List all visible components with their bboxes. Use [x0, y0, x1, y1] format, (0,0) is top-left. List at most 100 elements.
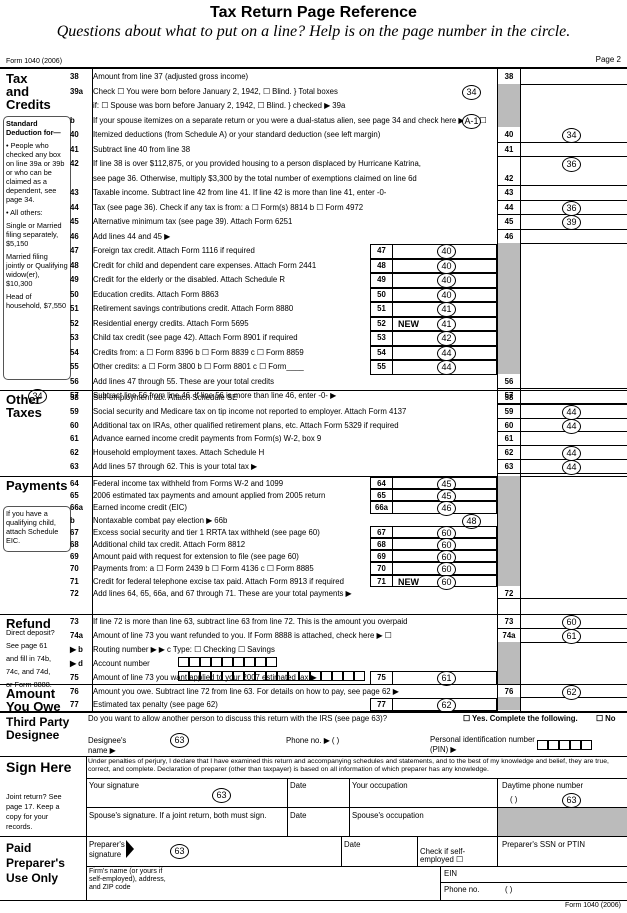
line-box-number: 66a: [374, 503, 388, 513]
line-number: 54: [70, 347, 79, 357]
line-number: 64: [70, 479, 79, 488]
line-number: 53: [70, 333, 79, 342]
line-text: Routing number ▶ ▶ c Type: ☐ Checking ☐ …: [93, 645, 275, 654]
inner-box: [370, 302, 497, 317]
inner-box: [370, 574, 497, 587]
page-ref: 44: [562, 404, 581, 420]
rule: [497, 388, 627, 389]
label: Your signature: [89, 781, 139, 790]
line-box-number: 58: [504, 393, 514, 402]
line-text: Credit for federal telephone excise tax …: [93, 576, 344, 586]
digit-box: [200, 671, 211, 681]
designee-name: Designee's name ▶: [88, 736, 127, 755]
line-box-number: 68: [377, 540, 386, 549]
label: Preparer's signature: [89, 840, 125, 859]
line-text: Foreign tax credit. Attach Form 1116 if …: [93, 246, 255, 255]
page-ref: 36: [562, 157, 581, 172]
digit-box: [354, 671, 365, 681]
line-text: Add lines 64, 65, 66a, and 67 through 71…: [93, 588, 352, 598]
new-note: NEW: [398, 318, 419, 329]
rule: [0, 836, 627, 837]
line-number: 59: [70, 406, 79, 416]
line-box-number: 51: [377, 304, 386, 313]
page-ref: 36: [562, 200, 581, 216]
shade: [498, 286, 520, 301]
line-number: 52: [70, 318, 79, 328]
shade: [498, 524, 520, 537]
line-number: b: [70, 515, 75, 525]
line-box-number: 71: [377, 576, 386, 586]
rule: [392, 538, 393, 551]
section-label: Tax and Credits: [6, 71, 51, 112]
digit-box: [222, 671, 233, 681]
rule: [392, 258, 393, 273]
digit-box: [343, 671, 354, 681]
line-box-number: 57: [504, 391, 514, 400]
label: ( ): [505, 885, 513, 894]
section-label: Paid Preparer's Use Only: [6, 841, 65, 885]
page-ref: 63: [170, 844, 189, 859]
rule: [0, 900, 627, 901]
line-text: if: ☐ Spouse was born before January 2, …: [93, 101, 346, 110]
rule: [497, 628, 627, 629]
line-text: Child tax credit (see page 42). Attach F…: [93, 333, 298, 342]
line-text: Add lines 57 through 62. This is your to…: [93, 462, 258, 471]
line-number: 67: [70, 527, 79, 537]
line-box-number: 46: [504, 231, 514, 241]
inner-box: [370, 698, 497, 711]
line-text: Social security and Medicare tax on tip …: [93, 406, 407, 416]
digit-box: [537, 740, 548, 750]
line-box-number: 67: [377, 527, 386, 537]
designee-no: ☐ No: [596, 714, 616, 723]
line-text: Earned income credit (EIC): [93, 503, 188, 513]
shade: [498, 573, 520, 586]
designee-question: Do you want to allow another person to d…: [88, 714, 388, 723]
line-text: Credit for child and dependent care expe…: [93, 260, 317, 270]
page-ref: 44: [562, 418, 581, 434]
shade: [498, 488, 520, 501]
shade: [498, 500, 520, 513]
line-number: 38: [70, 72, 79, 81]
line-text: see page 36. Otherwise, multiply $3,300 …: [93, 173, 417, 183]
digit-box: [233, 657, 244, 667]
rule: [392, 273, 393, 288]
rule: [349, 778, 350, 836]
sidebar-text: Single or Married filing separately, $5,…: [6, 221, 62, 248]
rule: [497, 472, 627, 474]
line-text: Payments from: a ☐ Form 2439 b ☐ Form 41…: [93, 564, 314, 574]
sidebar-text: Standard Deduction for—: [6, 119, 61, 137]
line-box-number: 60: [504, 420, 514, 430]
rule: [497, 778, 498, 836]
digit-box: [321, 671, 332, 681]
line-number: 74a: [70, 631, 84, 640]
rule: [392, 489, 393, 502]
shade: [498, 257, 520, 272]
digit-box: [244, 671, 255, 681]
shade: [498, 83, 520, 113]
line-number: 72: [70, 588, 79, 598]
line-number: 69: [70, 552, 79, 562]
shade: [498, 243, 520, 258]
shade: [498, 512, 520, 525]
line-text: Check ☐ You were born before January 2, …: [93, 86, 338, 96]
line-box-number: 40: [504, 130, 514, 139]
digit-box: [581, 740, 592, 750]
inner-box: [370, 562, 497, 575]
shade: [498, 330, 520, 345]
digit-box: [200, 657, 211, 667]
rule: [392, 331, 393, 346]
line-box-number: 48: [377, 260, 386, 270]
rule: [392, 477, 393, 490]
page-title: Tax Return Page Reference: [210, 4, 417, 21]
line-box-number: 59: [504, 406, 514, 416]
shade: [498, 808, 627, 836]
rule: [392, 525, 393, 538]
rule: [392, 562, 393, 575]
page-ref: 40: [437, 273, 456, 288]
page-ref: 34: [562, 128, 581, 143]
line-box-number: 65: [377, 491, 386, 501]
label: Date: [290, 781, 307, 790]
inner-box: [370, 258, 497, 273]
label: ( ): [510, 795, 518, 804]
designee-pin: Personal identification number (PIN) ▶: [430, 735, 535, 754]
